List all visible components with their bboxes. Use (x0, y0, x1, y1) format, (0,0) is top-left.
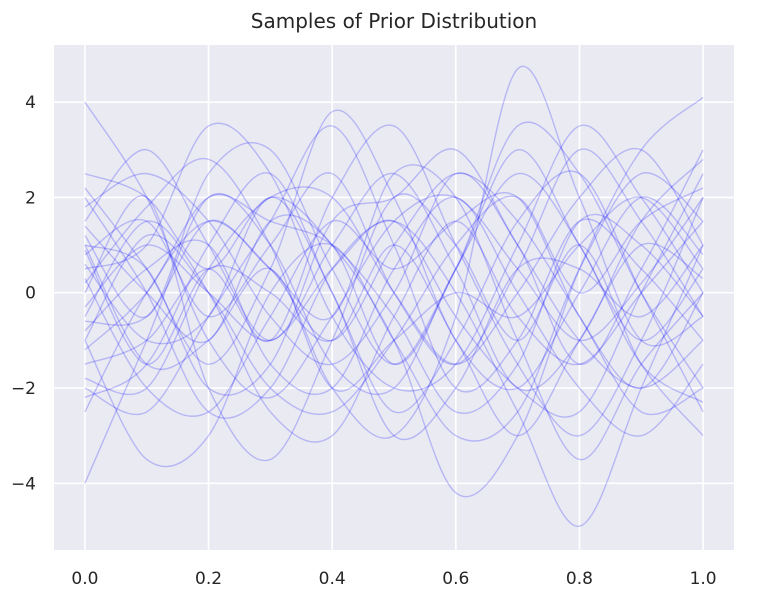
sample-line (84, 191, 704, 417)
sample-line (84, 220, 704, 443)
x-tick-label: 0.4 (319, 569, 346, 589)
sample-line (84, 164, 704, 461)
sample-line (84, 124, 704, 437)
sample-line (84, 147, 704, 396)
sample-line (84, 148, 704, 365)
sample-line (84, 196, 704, 437)
sample-line (84, 242, 704, 437)
sample-line (84, 101, 704, 399)
sample-line (84, 194, 704, 414)
sample-line (84, 142, 704, 365)
chart-title: Samples of Prior Distribution (250, 9, 538, 33)
sample-line (84, 149, 704, 392)
sample-line (84, 196, 704, 441)
sample-line (84, 121, 704, 389)
sample-line (84, 122, 704, 392)
y-tick-label: −4 (11, 474, 36, 494)
sample-line (84, 96, 704, 498)
y-tick-label: −2 (11, 379, 36, 399)
y-tick-label: 0 (25, 284, 36, 304)
sample-line (84, 109, 704, 391)
sample-line (84, 172, 704, 484)
sample-line (84, 65, 704, 439)
y-tick-label: 2 (25, 188, 36, 208)
sample-line (84, 157, 704, 392)
sample-line (84, 172, 704, 415)
tick-layer: 0.0 0.2 0.4 0.6 0.8 1.0 −4 −2 0 2 4 (11, 93, 717, 589)
plot-area (54, 45, 734, 550)
sample-line (84, 187, 704, 416)
x-tick-label: 0.2 (195, 569, 222, 589)
x-tick-label: 0.6 (442, 569, 469, 589)
x-tick-label: 1.0 (690, 569, 717, 589)
sample-line (84, 125, 704, 415)
x-tick-label: 0.0 (71, 569, 98, 589)
sample-line (84, 193, 704, 462)
sample-line (84, 148, 704, 396)
sample-line (84, 197, 704, 527)
x-tick-label: 0.8 (566, 569, 593, 589)
sample-line (84, 170, 704, 414)
sample-line (84, 149, 704, 366)
grid-layer (54, 45, 734, 550)
sample-line (84, 172, 704, 468)
series-layer (84, 65, 704, 527)
y-tick-label: 4 (25, 93, 36, 113)
sample-line (84, 173, 704, 418)
